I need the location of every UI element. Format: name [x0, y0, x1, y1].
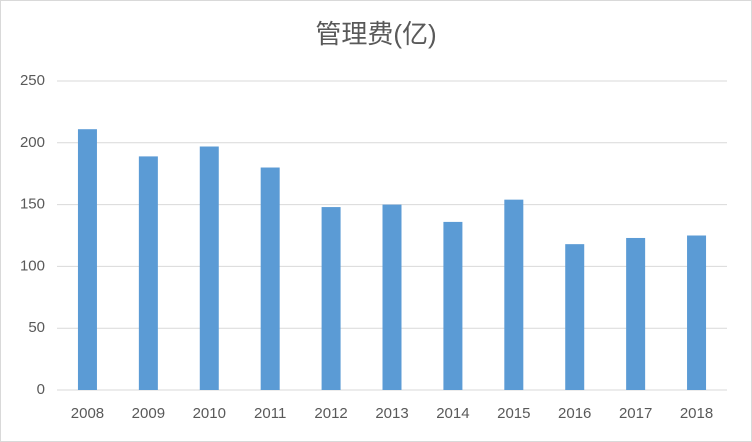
x-tick-label: 2014: [436, 405, 469, 422]
bar: [199, 146, 219, 390]
x-tick-label: 2015: [497, 405, 530, 422]
bar: [443, 221, 463, 390]
bar: [260, 167, 280, 390]
chart-title: 管理费(亿): [315, 19, 436, 49]
y-tick-label: 50: [28, 319, 45, 336]
x-tick-label: 2018: [680, 405, 713, 422]
x-tick-label: 2012: [314, 405, 347, 422]
y-tick-label: 0: [37, 381, 45, 398]
bar: [321, 207, 341, 390]
bar: [138, 156, 158, 390]
x-tick-label: 2017: [619, 405, 652, 422]
y-tick-label: 200: [20, 134, 45, 151]
x-tick-label: 2011: [254, 405, 286, 422]
bar: [626, 237, 646, 390]
bar: [565, 244, 585, 390]
x-tick-label: 2009: [132, 405, 165, 422]
bar: [77, 129, 97, 391]
x-tick-label: 2008: [71, 405, 104, 422]
bar: [504, 199, 524, 390]
bar: [382, 204, 402, 390]
y-tick-label: 100: [20, 257, 45, 274]
bar: [687, 235, 707, 390]
x-tick-label: 2013: [375, 405, 408, 422]
y-tick-label: 250: [20, 72, 45, 89]
x-tick-label: 2016: [558, 405, 591, 422]
x-tick-label: 2010: [193, 405, 226, 422]
y-tick-label: 150: [20, 196, 45, 213]
